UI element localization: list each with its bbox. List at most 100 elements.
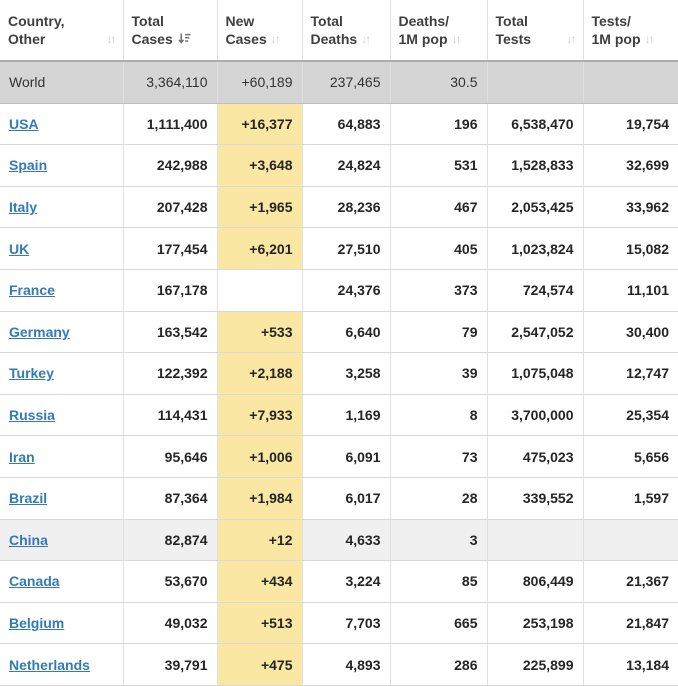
row-turkey: Turkey 122,392 +2,188 3,258 39 1,075,048…: [0, 352, 678, 395]
country-link-spain[interactable]: Spain: [9, 157, 48, 174]
column-label: Country,: [8, 13, 65, 29]
deaths-per-1m-cell: 286: [390, 643, 488, 686]
new-cases-cell: +12: [217, 519, 303, 562]
deaths-per-1m-cell: 28: [390, 477, 488, 520]
country-cell: World: [0, 61, 124, 104]
column-label: Total: [310, 13, 343, 29]
tests-per-1m-cell: 21,367: [583, 560, 678, 603]
total-cases-cell: 207,428: [123, 186, 218, 229]
total-deaths-cell: 24,376: [302, 269, 391, 312]
total-deaths-cell: 7,703: [302, 602, 391, 645]
total-tests-cell: 253,198: [487, 602, 584, 645]
new-cases-cell: +1,984: [217, 477, 303, 520]
deaths-per-1m-cell: 39: [390, 352, 488, 395]
tests-per-1m-cell: 1,597: [583, 477, 678, 520]
tests-per-1m-cell: 25,354: [583, 394, 678, 437]
country-cell: Canada: [0, 560, 124, 603]
deaths-per-1m-cell: 8: [390, 394, 488, 437]
row-netherlands: Netherlands 39,791 +475 4,893 286 225,89…: [0, 643, 678, 686]
total-tests-cell: 3,700,000: [487, 394, 584, 437]
total-tests-cell: 225,899: [487, 643, 584, 686]
total-cases-cell: 1,111,400: [123, 103, 218, 146]
total-deaths-cell: 1,169: [302, 394, 391, 437]
total-deaths-cell: 24,824: [302, 144, 391, 187]
sort-descending-icon: [178, 33, 191, 45]
new-cases-cell: +533: [217, 311, 303, 354]
tests-per-1m-cell: 12,747: [583, 352, 678, 395]
country-link-italy[interactable]: Italy: [9, 199, 38, 216]
tests-per-1m-cell: 13,184: [583, 643, 678, 686]
tests-per-1m-cell: 11,101: [583, 269, 678, 312]
sort-both-icon: ↓↑: [361, 32, 371, 46]
total-tests-cell: 1,075,048: [487, 352, 584, 395]
row-brazil: Brazil 87,364 +1,984 6,017 28 339,552 1,…: [0, 477, 678, 520]
row-germany: Germany 163,542 +533 6,640 79 2,547,052 …: [0, 311, 678, 354]
new-cases-cell: +1,006: [217, 435, 303, 478]
total-cases-cell: 95,646: [123, 435, 218, 478]
row-russia: Russia 114,431 +7,933 1,169 8 3,700,000 …: [0, 394, 678, 437]
column-header-total-tests[interactable]: Total Tests ↓↑: [487, 0, 584, 62]
total-deaths-cell: 4,633: [302, 519, 391, 562]
total-tests-cell: 1,528,833: [487, 144, 584, 187]
country-link-china[interactable]: China: [9, 531, 48, 548]
country-link-belgium[interactable]: Belgium: [9, 615, 65, 632]
country-cell: France: [0, 269, 124, 312]
deaths-per-1m-cell: 665: [390, 602, 488, 645]
column-header-new-cases[interactable]: New Cases ↓↑: [217, 0, 303, 62]
column-header-deaths-per-1m[interactable]: Deaths/ 1M pop ↓↑: [390, 0, 488, 62]
deaths-per-1m-cell: 405: [390, 227, 488, 270]
country-cell: UK: [0, 227, 124, 270]
country-link-turkey[interactable]: Turkey: [9, 365, 54, 382]
deaths-per-1m-cell: 79: [390, 311, 488, 354]
country-cell: Italy: [0, 186, 124, 229]
country-cell: Belgium: [0, 602, 124, 645]
total-cases-cell: 82,874: [123, 519, 218, 562]
sort-both-icon: ↓↑: [451, 32, 462, 46]
tests-per-1m-cell: 5,656: [583, 435, 678, 478]
new-cases-cell: +16,377: [217, 103, 303, 146]
column-header-country[interactable]: Country, Other ↓↑: [0, 0, 124, 62]
deaths-per-1m-cell: 3: [390, 519, 488, 562]
country-link-iran[interactable]: Iran: [9, 448, 35, 465]
column-header-total-cases[interactable]: Total Cases: [123, 0, 218, 62]
country-link-usa[interactable]: USA: [9, 115, 39, 132]
country-link-brazil[interactable]: Brazil: [9, 490, 48, 507]
column-header-total-deaths[interactable]: Total Deaths ↓↑: [302, 0, 391, 62]
new-cases-cell: [217, 269, 303, 312]
sort-both-icon: ↓↑: [106, 32, 117, 46]
total-deaths-cell: 237,465: [302, 61, 391, 104]
column-label: 1M pop: [398, 31, 448, 47]
total-cases-cell: 39,791: [123, 643, 218, 686]
country-link-russia[interactable]: Russia: [9, 407, 55, 424]
country-link-canada[interactable]: Canada: [9, 573, 60, 590]
tests-per-1m-cell: 19,754: [583, 103, 678, 146]
total-tests-cell: 475,023: [487, 435, 584, 478]
row-spain: Spain 242,988 +3,648 24,824 531 1,528,83…: [0, 144, 678, 187]
country-cell: China: [0, 519, 124, 562]
row-italy: Italy 207,428 +1,965 28,236 467 2,053,42…: [0, 186, 678, 229]
tests-per-1m-cell: 33,962: [583, 186, 678, 229]
sort-both-icon: ↓↑: [644, 32, 655, 46]
total-tests-cell: 724,574: [487, 269, 584, 312]
country-link-germany[interactable]: Germany: [9, 323, 70, 340]
tests-per-1m-cell: 30,400: [583, 311, 678, 354]
column-label: Cases: [131, 31, 173, 47]
country-link-uk[interactable]: UK: [9, 240, 30, 257]
total-deaths-cell: 3,258: [302, 352, 391, 395]
new-cases-cell: +60,189: [217, 61, 303, 104]
tests-per-1m-cell: 15,082: [583, 227, 678, 270]
country-link-netherlands[interactable]: Netherlands: [9, 656, 90, 673]
country-link-france[interactable]: France: [9, 282, 55, 299]
new-cases-cell: +3,648: [217, 144, 303, 187]
total-deaths-cell: 28,236: [302, 186, 391, 229]
total-cases-cell: 3,364,110: [123, 61, 218, 104]
column-label: Deaths: [310, 31, 358, 47]
total-cases-cell: 122,392: [123, 352, 218, 395]
tests-per-1m-cell: 32,699: [583, 144, 678, 187]
total-tests-cell: 806,449: [487, 560, 584, 603]
total-cases-cell: 167,178: [123, 269, 218, 312]
tests-per-1m-cell: 21,847: [583, 602, 678, 645]
total-cases-cell: 53,670: [123, 560, 218, 603]
column-header-tests-per-1m[interactable]: Tests/ 1M pop ↓↑: [583, 0, 678, 62]
